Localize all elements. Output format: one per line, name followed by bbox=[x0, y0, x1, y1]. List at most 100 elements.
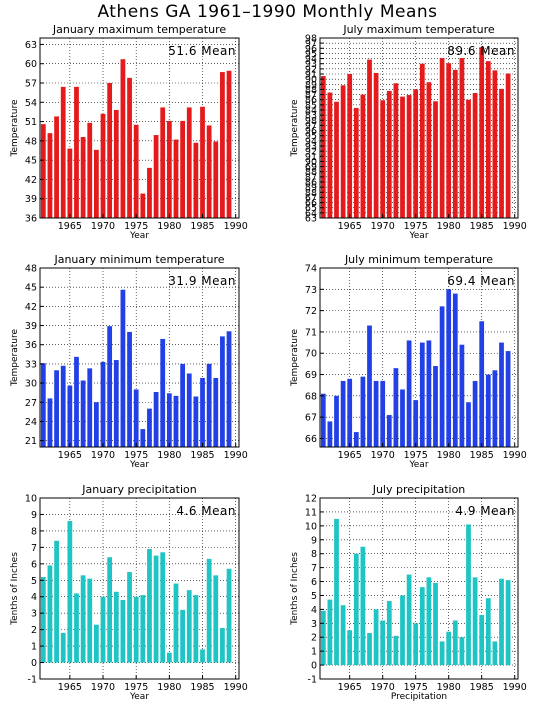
bar-1980 bbox=[166, 393, 172, 447]
bar-1975 bbox=[133, 389, 139, 447]
bar-1978 bbox=[433, 366, 438, 447]
bar-1977 bbox=[426, 82, 432, 218]
bar-1965 bbox=[67, 385, 73, 447]
bar-1976 bbox=[140, 595, 146, 663]
y-tick-label: 90 bbox=[305, 157, 317, 168]
bar-1966 bbox=[74, 356, 79, 447]
bar-1983 bbox=[466, 99, 471, 218]
bar-1974 bbox=[127, 77, 132, 218]
page-title: Athens GA 1961–1990 Monthly Means bbox=[97, 2, 438, 22]
bar-1966 bbox=[353, 432, 359, 447]
y-tick-label: 39 bbox=[25, 321, 37, 332]
bar-1985 bbox=[479, 614, 485, 666]
y-tick-label: 96 bbox=[305, 126, 317, 137]
bar-1965 bbox=[347, 378, 353, 447]
x-tick-label: 1990 bbox=[503, 221, 527, 232]
mean-label: 4.6 Mean bbox=[176, 504, 236, 518]
bar-1970 bbox=[380, 380, 386, 447]
bar-1987 bbox=[213, 377, 219, 447]
y-tick-label: 60 bbox=[25, 59, 37, 70]
bar-1974 bbox=[127, 331, 132, 447]
y-tick-label: 69 bbox=[305, 370, 317, 381]
bar-1962 bbox=[327, 421, 333, 447]
bar-1979 bbox=[439, 641, 445, 666]
mean-label: 51.6 Mean bbox=[168, 44, 236, 58]
x-tick-label: 1970 bbox=[91, 682, 115, 693]
bar-1963 bbox=[54, 540, 59, 663]
bar-1982 bbox=[180, 363, 186, 447]
y-tick-label: 91 bbox=[305, 70, 317, 81]
x-tick-label: 1975 bbox=[404, 450, 428, 461]
y-tick-label: 72 bbox=[305, 306, 317, 317]
bar-1981 bbox=[452, 69, 458, 218]
bar-1988 bbox=[499, 88, 504, 219]
bar-1981 bbox=[173, 583, 179, 663]
y-tick-label: 1 bbox=[31, 642, 37, 653]
bar-1965 bbox=[67, 521, 73, 663]
bar-1985 bbox=[479, 47, 485, 218]
y-tick-label: 24 bbox=[25, 417, 37, 428]
bar-1989 bbox=[505, 351, 511, 447]
y-tick-label: 3 bbox=[31, 609, 37, 620]
y-tick-label: 85 bbox=[305, 100, 317, 111]
x-tick-label: 1965 bbox=[58, 221, 82, 232]
y-tick-label: 10 bbox=[25, 494, 37, 505]
x-tick-label: 1990 bbox=[503, 682, 527, 693]
x-axis-label: Year bbox=[129, 231, 149, 241]
mean-label: 69.4 Mean bbox=[447, 274, 515, 288]
bar-1977 bbox=[147, 549, 152, 663]
y-tick-label: 70 bbox=[305, 349, 317, 360]
bar-1973 bbox=[400, 96, 405, 218]
bar-1987 bbox=[492, 641, 498, 666]
bar-1976 bbox=[140, 429, 146, 447]
mean-label: 31.9 Mean bbox=[168, 274, 236, 288]
y-tick-label: 92 bbox=[305, 64, 317, 75]
y-tick-label: 89 bbox=[305, 80, 317, 91]
bar-1980 bbox=[446, 63, 452, 219]
bar-1988 bbox=[220, 336, 225, 447]
bar-1980 bbox=[446, 631, 452, 666]
bar-1984 bbox=[472, 93, 478, 218]
plot-frame bbox=[39, 37, 240, 219]
bar-1967 bbox=[360, 376, 366, 447]
bar-1970 bbox=[100, 596, 106, 663]
y-tick-label: 98 bbox=[305, 34, 317, 45]
bar-1985 bbox=[479, 321, 485, 447]
bar-1974 bbox=[127, 572, 132, 663]
bar-1989 bbox=[226, 331, 232, 447]
y-tick-label: 9 bbox=[311, 535, 317, 546]
y-tick-label: 63 bbox=[305, 214, 317, 225]
bar-1963 bbox=[334, 395, 339, 447]
bar-1965 bbox=[347, 630, 353, 666]
y-tick-label: 27 bbox=[25, 398, 37, 409]
x-tick-label: 1965 bbox=[58, 450, 82, 461]
bar-1983 bbox=[466, 524, 471, 666]
bar-1979 bbox=[439, 58, 445, 218]
bar-1989 bbox=[226, 568, 232, 663]
chart-panel-3: January minimum temperature 21 24 27 30 33 36 3… bbox=[10, 253, 248, 470]
bar-1964 bbox=[340, 85, 346, 218]
bar-1979 bbox=[160, 107, 166, 218]
y-tick-label: 6 bbox=[31, 559, 37, 570]
y-tick-label: 91 bbox=[305, 152, 317, 163]
bar-1984 bbox=[472, 577, 478, 666]
bar-1981 bbox=[452, 293, 458, 447]
bar-1986 bbox=[206, 125, 212, 218]
bar-1984 bbox=[193, 595, 199, 663]
bar-1977 bbox=[426, 577, 432, 666]
y-tick-label: 4 bbox=[311, 605, 317, 616]
bar-1987 bbox=[213, 575, 219, 663]
bar-1983 bbox=[466, 402, 471, 447]
y-tick-label: 1 bbox=[311, 647, 317, 658]
y-tick-label: 93 bbox=[305, 142, 317, 153]
x-tick-label: 1980 bbox=[157, 682, 181, 693]
bar-1970 bbox=[100, 361, 106, 447]
y-tick-label: 12 bbox=[305, 494, 317, 505]
bar-1968 bbox=[87, 122, 93, 218]
bar-1964 bbox=[340, 605, 346, 666]
bar-1979 bbox=[439, 306, 445, 447]
y-tick-label: 7 bbox=[31, 543, 37, 554]
bar-1969 bbox=[93, 402, 99, 447]
y-tick-label: 9 bbox=[31, 510, 37, 521]
